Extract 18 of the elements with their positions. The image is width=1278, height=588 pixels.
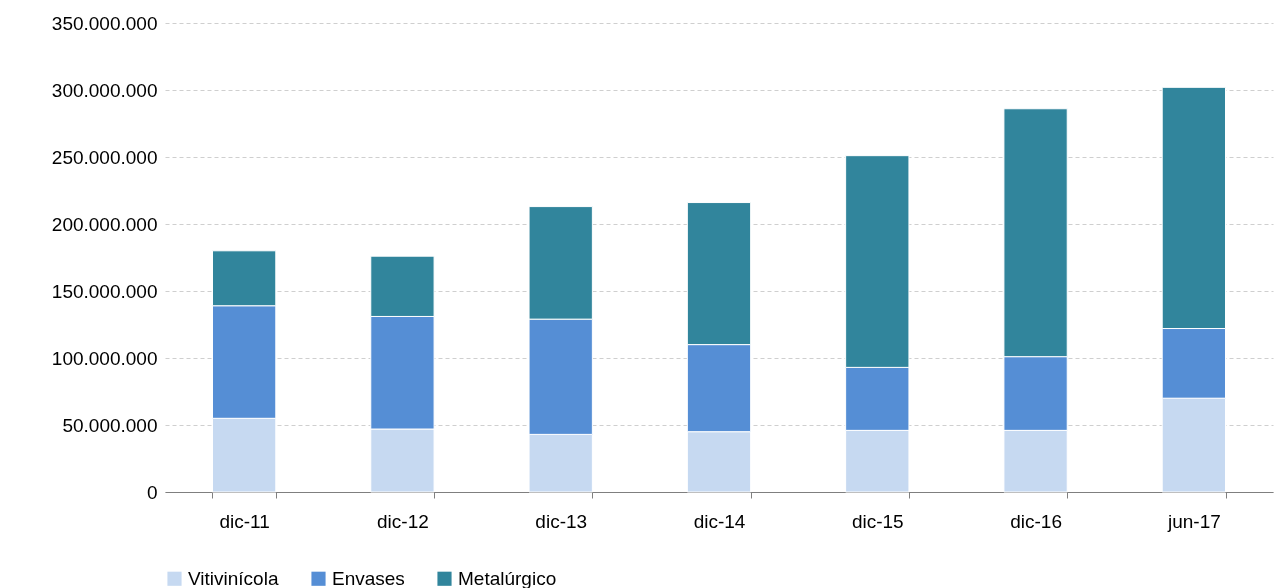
x-tick-label: dic-12: [377, 510, 429, 532]
x-tick-label: dic-13: [535, 510, 588, 532]
x-tick-label: jun-17: [1166, 510, 1221, 532]
legend-label: Vitivinícola: [188, 567, 279, 588]
y-tick-label: 0: [146, 481, 158, 503]
y-tick-label: 300.000.000: [51, 79, 158, 101]
y-tick-label: 50.000.000: [62, 414, 158, 436]
x-tick-label: dic-15: [851, 510, 904, 532]
y-tick-label: 250.000.000: [51, 146, 158, 168]
x-tick-label: dic-14: [693, 510, 746, 532]
x-tick-label: dic-16: [1010, 510, 1062, 532]
legend-label: Envases: [332, 567, 405, 588]
y-tick-label: 200.000.000: [51, 213, 158, 235]
y-tick-label: 100.000.000: [51, 347, 158, 369]
y-tick-label: 150.000.000: [51, 280, 158, 302]
legend-label: Metalúrgico: [458, 567, 557, 588]
x-tick-label: dic-11: [219, 510, 270, 532]
y-tick-label: 350.000.000: [51, 12, 158, 34]
